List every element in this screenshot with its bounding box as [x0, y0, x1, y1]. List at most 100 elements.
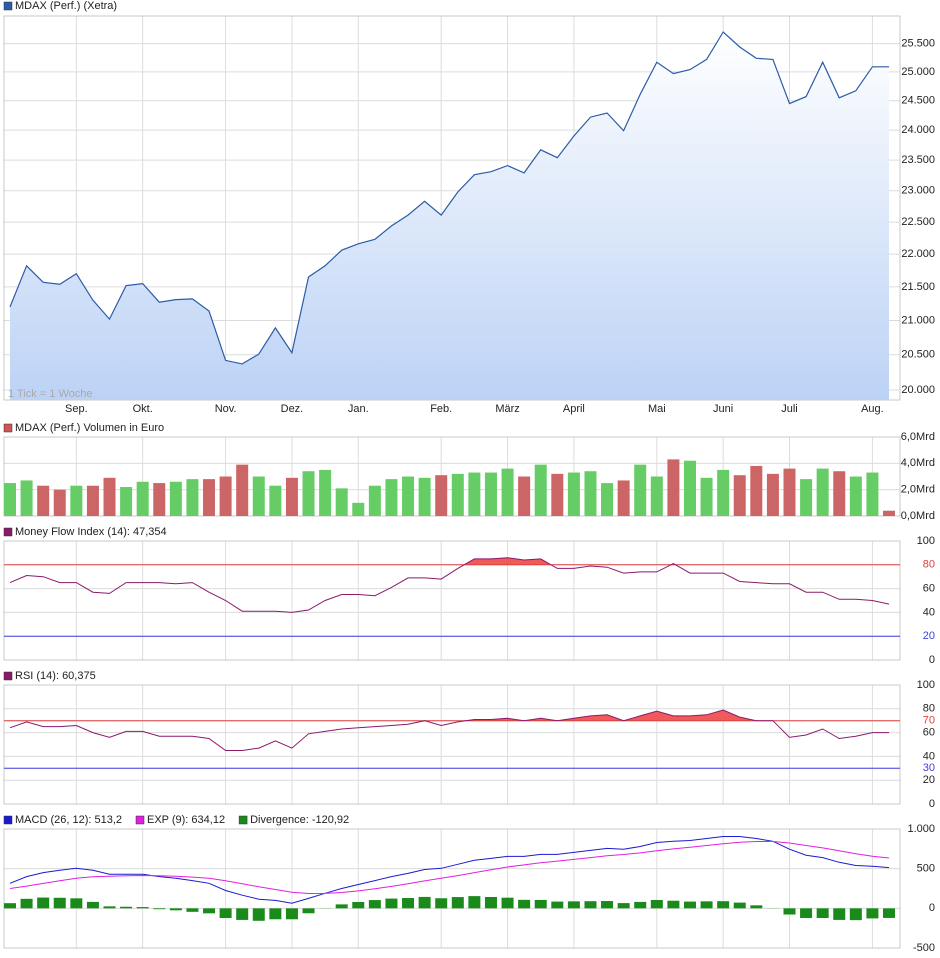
- volume-bar: [236, 464, 249, 516]
- volume-bar: [169, 481, 182, 516]
- plot-background: [4, 829, 900, 948]
- divergence-bar: [733, 902, 746, 909]
- volume-bar: [86, 485, 99, 516]
- y-tick-label: 500: [917, 863, 935, 875]
- y-tick-label: 20.500: [901, 349, 935, 361]
- x-tick-label: Aug.: [861, 403, 884, 415]
- y-tick-label: 25.000: [901, 66, 935, 78]
- divergence-bar: [120, 906, 133, 909]
- volume-bar: [750, 465, 763, 516]
- divergence-bar: [750, 905, 763, 909]
- volume-bar: [518, 476, 531, 516]
- volume-bar: [717, 469, 730, 516]
- y-tick-label: 25.500: [901, 38, 935, 50]
- volume-bar: [584, 471, 597, 516]
- volume-bar: [866, 472, 879, 516]
- x-tick-label: Sep.: [65, 403, 88, 415]
- legend-label: MDAX (Perf.) Volumen in Euro: [15, 422, 164, 434]
- x-tick-label: Okt.: [133, 403, 153, 415]
- panel: 0 20 40 60 80 100 Money Flow Index (14): 47,35…: [3, 526, 935, 666]
- legend-label: Money Flow Index (14): 47,354: [15, 526, 167, 538]
- volume-bar: [335, 488, 348, 516]
- legend-label: Divergence: -120,92: [250, 814, 349, 826]
- x-tick-label: Jan.: [348, 403, 369, 415]
- volume-bar: [352, 502, 365, 516]
- y-tick-label: 40: [923, 750, 935, 762]
- divergence-bar: [103, 906, 116, 909]
- legend-label: RSI (14): 60,375: [15, 670, 96, 682]
- panel: 20.000 20.500 21.000 21.500 22.000 22.500 23.0…: [3, 0, 935, 415]
- divergence-bar: [601, 901, 614, 909]
- divergence-bar: [335, 904, 348, 909]
- y-tick-label: 20: [923, 774, 935, 786]
- divergence-bar: [86, 901, 99, 909]
- y-tick-label: 0: [929, 654, 935, 666]
- volume-bar: [186, 479, 199, 516]
- legend-label: MDAX (Perf.) (Xetra): [15, 0, 117, 12]
- divergence-bar: [534, 899, 547, 909]
- y-tick-label: 100: [917, 679, 935, 691]
- divergence-bar: [4, 903, 16, 909]
- y-tick-label: 23.000: [901, 185, 935, 197]
- y-tick-label: 21.000: [901, 314, 935, 326]
- plot-frame: [3, 828, 901, 949]
- volume-bar: [783, 468, 796, 516]
- legend-swatch: [3, 671, 13, 681]
- volume-bar: [468, 472, 481, 516]
- volume-bar: [800, 479, 813, 516]
- y-tick-label: 2,0Mrd: [901, 484, 935, 496]
- divergence-bar: [368, 900, 381, 909]
- plot-frame: [3, 540, 901, 661]
- y-tick-label: 21.500: [901, 281, 935, 293]
- divergence-bar: [717, 901, 730, 909]
- x-tick-label: Juli: [781, 403, 798, 415]
- divergence-bar: [302, 908, 315, 914]
- volume-bar: [700, 477, 713, 516]
- divergence-bar: [567, 901, 580, 909]
- legend-label: MACD (26, 12): 513,2: [15, 814, 122, 826]
- divergence-bar: [816, 908, 829, 919]
- x-tick-label: Dez.: [281, 403, 304, 415]
- volume-bar: [451, 473, 464, 516]
- y-tick-label: 40: [923, 606, 935, 618]
- divergence-bar: [70, 898, 83, 909]
- volume-bar: [667, 459, 680, 516]
- divergence-bar: [634, 901, 647, 909]
- divergence-bar: [883, 908, 895, 918]
- y-tick-label: 70: [923, 715, 935, 727]
- divergence-bar: [219, 908, 232, 919]
- y-tick-label: 0: [929, 798, 935, 810]
- y-tick-label: 20.000: [901, 384, 935, 396]
- divergence-bar: [186, 908, 199, 912]
- volume-bar: [534, 464, 547, 516]
- y-tick-label: 0: [929, 902, 935, 914]
- divergence-bar: [617, 903, 630, 909]
- overbought-area: [10, 710, 889, 721]
- volume-bar: [219, 476, 232, 516]
- panel: 0,0Mrd 2,0Mrd 4,0Mrd 6,0Mrd MDAX (Perf.) Vol…: [3, 422, 935, 522]
- volume-bar: [203, 479, 216, 516]
- macd-line: [9, 836, 890, 904]
- volume-bar: [551, 473, 564, 516]
- y-tick-label: 20: [923, 630, 935, 642]
- legend-swatch: [3, 1, 13, 11]
- volume-bar: [501, 468, 514, 516]
- panel: -500 0 500 1.000 MACD (26, 12): 513,2 EXP (9)…: [3, 814, 935, 954]
- volume-bar: [634, 464, 647, 516]
- y-tick-label: 80: [923, 559, 935, 571]
- y-tick-label: 23.500: [901, 154, 935, 166]
- volume-bar: [319, 469, 332, 516]
- y-tick-label: 24.000: [901, 124, 935, 136]
- volume-bar: [683, 460, 696, 516]
- macd-line: [9, 841, 890, 895]
- divergence-bar: [484, 896, 497, 909]
- divergence-bar: [783, 908, 796, 915]
- y-tick-label: 60: [923, 583, 935, 595]
- y-tick-label: 0,0Mrd: [901, 510, 935, 522]
- indicator-line: [9, 709, 889, 751]
- divergence-bar: [833, 908, 846, 920]
- y-tick-label: -500: [913, 942, 935, 954]
- divergence-bar: [584, 901, 597, 909]
- x-tick-label: März: [495, 403, 519, 415]
